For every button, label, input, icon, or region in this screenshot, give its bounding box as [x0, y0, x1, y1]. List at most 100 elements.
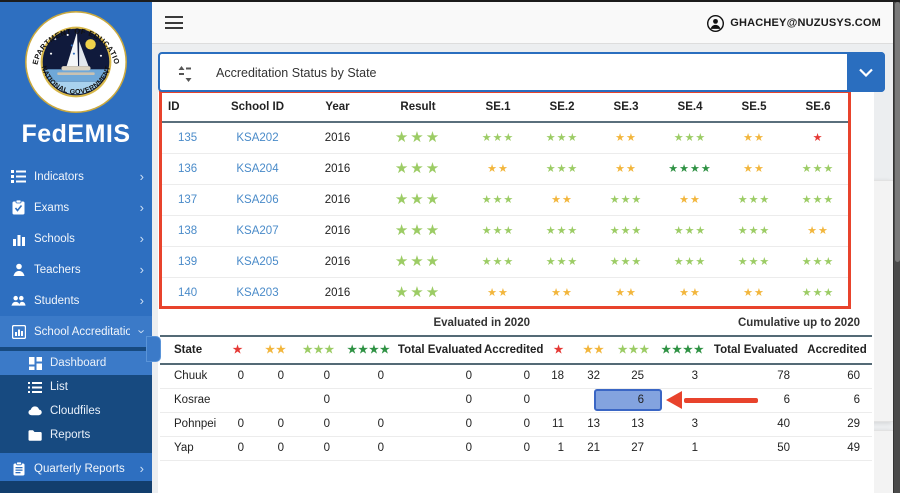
group-header-cumulative: Cumulative up to 2020: [542, 310, 872, 337]
se-1-cell: ★★★: [466, 215, 530, 247]
sidebar-subitem-cloudfiles[interactable]: Cloudfiles: [0, 399, 152, 423]
dashboard-icon: [28, 356, 42, 370]
cumulative-accredited-cell: 49: [802, 436, 872, 461]
se-5-cell: ★★: [722, 277, 786, 309]
evaluated-star-header: ★★★★: [342, 336, 396, 365]
result-cell: ★★★: [370, 122, 466, 154]
3-star-rating: ★★★: [673, 131, 707, 144]
school-id-link[interactable]: KSA205: [236, 255, 279, 268]
cumulative-star-header: ★: [542, 336, 576, 365]
sidebar-item-indicators[interactable]: Indicators ›: [0, 161, 152, 192]
school-record-link[interactable]: 135: [178, 131, 198, 144]
2-star-rating: ★★: [743, 286, 765, 299]
summary-group-header-row: Evaluated in 2020 Cumulative up to 2020: [160, 310, 872, 337]
evaluated-count-cell: 0: [342, 412, 396, 437]
school-record-link[interactable]: 136: [178, 162, 198, 175]
sidebar-item-quarterly-reports[interactable]: Quarterly Reports ›: [0, 453, 152, 484]
highlighted-cell[interactable]: 6: [594, 388, 662, 413]
2-star-rating: ★★: [615, 286, 637, 299]
id-cell: 139: [160, 246, 210, 278]
2-star-rating: ★★: [487, 286, 509, 299]
cumulative-count-cell: [542, 388, 576, 413]
cumulative-count-cell: 11: [542, 412, 576, 437]
column-header-se-1: SE.1: [466, 92, 530, 123]
evaluated-accredited-header: Accredited: [484, 336, 543, 365]
3-star-rating: ★★★: [545, 131, 579, 144]
se-4-cell: ★★★: [658, 215, 722, 247]
sidebar-subitem-label: Dashboard: [50, 357, 107, 369]
3-star-rating: ★★★: [801, 193, 835, 206]
school-id-link[interactable]: KSA203: [236, 286, 279, 299]
scrollbar-thumb[interactable]: [895, 2, 900, 262]
school-id-link[interactable]: KSA202: [236, 131, 279, 144]
folder-icon: [28, 428, 42, 442]
3-star-rating: ★★★: [302, 344, 336, 356]
cumulative-total-cell: 50: [710, 436, 802, 461]
se-3-cell: ★★★: [594, 184, 658, 216]
se-6-cell: ★★★: [786, 153, 850, 185]
chevron-right-icon: ›: [139, 231, 144, 246]
user-avatar-icon: [707, 14, 725, 32]
accreditations-icon: [11, 324, 26, 339]
sidebar-subitem-reports[interactable]: Reports: [0, 423, 152, 447]
school-record-link[interactable]: 138: [178, 224, 198, 237]
app-brand-title: FedEMIS: [21, 120, 131, 148]
highlighted-value: 6: [637, 394, 644, 406]
3-star-rating: ★★★: [394, 191, 442, 208]
se-6-cell: ★★★: [786, 184, 850, 216]
accreditation-table-header-row: ID School ID Year Result SE.1 SE.2 SE.3 SE.4 SE.…: [160, 92, 850, 123]
accreditation-row: 136 KSA204 2016 ★★★ ★★ ★★★ ★★ ★★★★ ★★ ★★★: [160, 153, 850, 185]
evaluated-count-cell: 0: [296, 412, 342, 437]
accreditation-panel-header: Accreditation Status by State: [158, 52, 885, 92]
school-id-cell: KSA207: [210, 215, 305, 247]
cumulative-count-cell: 21: [576, 436, 612, 461]
year-cell: 2016: [305, 122, 370, 154]
3-star-rating: ★★★: [673, 224, 707, 237]
se-1-cell: ★★★: [466, 184, 530, 216]
se-2-cell: ★★: [530, 184, 594, 216]
evaluated-count-cell: 0: [296, 364, 342, 389]
school-record-link[interactable]: 140: [178, 286, 198, 299]
evaluated-accredited-cell: 0: [484, 412, 542, 437]
cumulative-count-cell: 1: [656, 436, 710, 461]
sidebar-item-school-accreditations[interactable]: School Accreditations ›: [0, 316, 152, 347]
cumulative-total-cell: 78: [710, 364, 802, 389]
menu-toggle-icon[interactable]: [165, 16, 183, 29]
sidebar-scroll-handle[interactable]: [146, 336, 161, 362]
3-star-rating: ★★★: [481, 255, 515, 268]
sidebar-subitem-list[interactable]: List: [0, 375, 152, 399]
sidebar-item-teachers[interactable]: Teachers ›: [0, 254, 152, 285]
1-star-rating: ★: [812, 131, 824, 144]
4-star-rating: ★★★★: [668, 162, 712, 175]
sidebar-item-students[interactable]: Students ›: [0, 285, 152, 316]
sidebar-item-exams[interactable]: Exams ›: [0, 192, 152, 223]
school-id-link[interactable]: KSA204: [236, 162, 279, 175]
user-menu[interactable]: GHACHEY@NUZUSYS.COM: [707, 2, 881, 44]
sidebar-item-schools[interactable]: Schools ›: [0, 223, 152, 254]
school-id-link[interactable]: KSA206: [236, 193, 279, 206]
2-star-rating: ★★: [583, 344, 605, 356]
year-cell: 2016: [305, 277, 370, 309]
2-star-rating: ★★: [551, 193, 573, 206]
se-5-cell: ★★★: [722, 184, 786, 216]
collapse-panel-button[interactable]: [847, 52, 885, 92]
sidebar-subitem-dashboard[interactable]: Dashboard: [0, 351, 152, 375]
se-3-cell: ★★: [594, 122, 658, 154]
cumulative-count-cell: 1: [542, 436, 576, 461]
page-scrollbar[interactable]: [893, 2, 900, 493]
drag-handle-icon[interactable]: [178, 66, 192, 82]
window-top-edge: [0, 0, 900, 2]
id-cell: 136: [160, 153, 210, 185]
school-record-link[interactable]: 137: [178, 193, 198, 206]
cumulative-count-cell: 32: [576, 364, 612, 389]
chevron-down-icon: [859, 68, 873, 77]
cumulative-star-header: ★★: [576, 336, 612, 365]
sidebar-subitem-label: Reports: [50, 429, 91, 441]
se-1-cell: ★★★: [466, 122, 530, 154]
school-id-link[interactable]: KSA207: [236, 224, 279, 237]
state-cell: Kosrae: [160, 388, 220, 413]
accreditation-row: 135 KSA202 2016 ★★★ ★★★ ★★★ ★★ ★★★ ★★ ★: [160, 122, 850, 154]
school-record-link[interactable]: 139: [178, 255, 198, 268]
user-email: GHACHEY@NUZUSYS.COM: [730, 17, 881, 29]
